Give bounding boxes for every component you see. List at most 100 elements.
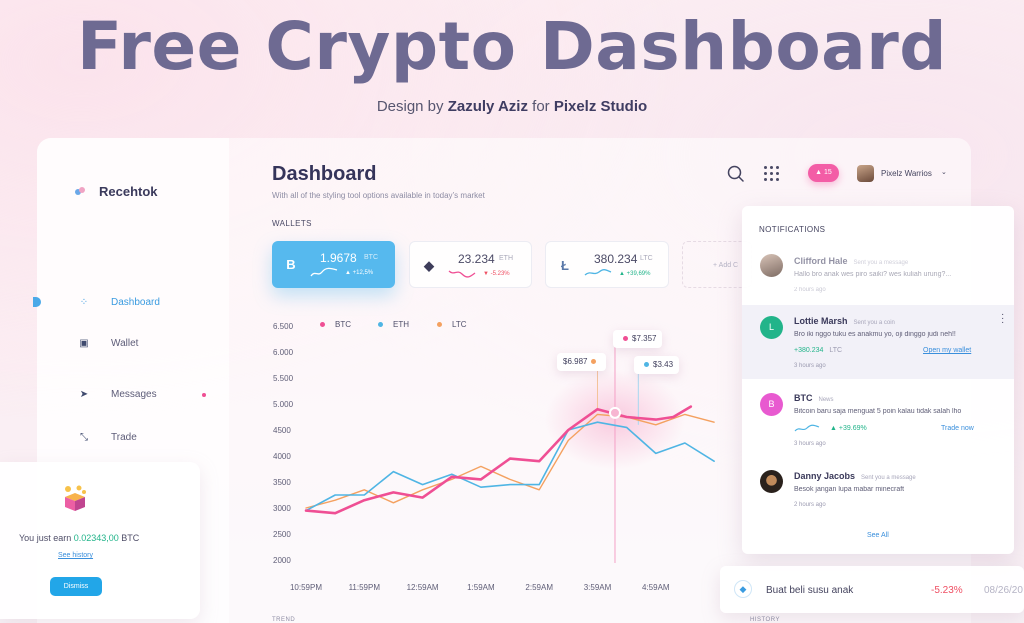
wallet-symbol: LTC bbox=[640, 255, 653, 262]
see-all-link[interactable]: See All bbox=[867, 532, 889, 539]
avatar bbox=[760, 470, 783, 493]
page-title: Dashboard bbox=[272, 163, 377, 185]
earn-message: You just earn 0.02343,00 BTC bbox=[19, 533, 140, 543]
active-indicator bbox=[33, 297, 41, 307]
sidebar-item-label: Messages bbox=[111, 389, 157, 400]
sparkline bbox=[584, 269, 612, 276]
hover-point bbox=[608, 406, 621, 419]
brand-name: Recehtok bbox=[99, 184, 158, 199]
brand-logo[interactable]: Recehtok bbox=[75, 184, 158, 199]
send-icon: ➤ bbox=[79, 388, 89, 400]
transaction-date: 08/26/20 bbox=[984, 585, 1023, 596]
x-tick-label: 3:59AM bbox=[584, 583, 612, 592]
avatar bbox=[760, 254, 783, 277]
legend-label: LTC bbox=[452, 320, 467, 329]
wallet-symbol: ETH bbox=[499, 255, 513, 262]
sparkline bbox=[448, 270, 476, 278]
wallet-change: ▼ -5.23% bbox=[483, 271, 510, 277]
x-tick-label: 1:59AM bbox=[467, 583, 495, 592]
chevron-down-icon[interactable]: ⌄ bbox=[941, 169, 947, 176]
wallet-value: 380.234 bbox=[594, 252, 638, 266]
y-tick-label: 2500 bbox=[273, 530, 291, 539]
notifications-title: NOTIFICATIONS bbox=[759, 225, 826, 234]
sidebar-item-trade[interactable]: ⤡ Trade bbox=[79, 432, 137, 443]
legend-btc[interactable]: BTC bbox=[320, 320, 351, 329]
trade-arrows-icon: ⤡ bbox=[80, 431, 88, 443]
series-line-btc bbox=[304, 405, 693, 515]
wallets-label: WALLETS bbox=[272, 219, 312, 228]
search-icon[interactable] bbox=[727, 165, 744, 182]
add-wallet-label: + Add C bbox=[713, 262, 739, 269]
user-name[interactable]: Pixelz Warrios bbox=[881, 169, 932, 178]
avatar: L bbox=[760, 316, 783, 339]
x-tick-label: 10:59PM bbox=[290, 583, 322, 592]
dashboard-icon: ⁘ bbox=[79, 296, 89, 308]
transaction-change: -5.23% bbox=[931, 585, 963, 596]
sidebar-item-label: Trade bbox=[111, 432, 137, 443]
y-tick-label: 2000 bbox=[273, 556, 291, 565]
dismiss-button[interactable]: Dismiss bbox=[50, 577, 102, 596]
section-heading-history: HISTORY bbox=[750, 617, 780, 623]
legend-swatch bbox=[437, 322, 442, 327]
y-tick-label: 4500 bbox=[273, 426, 291, 435]
y-tick-label: 6.000 bbox=[273, 348, 294, 357]
sidebar-item-messages[interactable]: ➤ Messages bbox=[79, 389, 157, 400]
notifications-panel bbox=[742, 206, 1014, 554]
x-tick-label: 11:59PM bbox=[349, 583, 381, 592]
legend-eth[interactable]: ETH bbox=[378, 320, 409, 329]
sidebar-item-wallet[interactable]: ▣ Wallet bbox=[79, 338, 138, 349]
y-tick-label: 5.000 bbox=[273, 400, 294, 409]
open-wallet-link[interactable]: Open my wallet bbox=[923, 347, 972, 354]
wallet-card-ltc[interactable]: Ł 380.234 LTC ▲ +39,69% bbox=[545, 241, 669, 288]
wallet-symbol: BTC bbox=[364, 254, 378, 261]
legend-swatch bbox=[378, 322, 383, 327]
y-tick-label: 3000 bbox=[273, 504, 291, 513]
gift-box-icon bbox=[65, 485, 86, 511]
wallet-card-btc[interactable]: B 1.9678 BTC ▲ +12,5% bbox=[272, 241, 395, 288]
litecoin-icon: Ł bbox=[561, 258, 569, 273]
price-chart[interactable]: 6.500 6.000 5.500 5.000 4500 4000 3500 3000 2500… bbox=[270, 318, 742, 593]
notification-item-highlighted[interactable] bbox=[742, 305, 1014, 379]
legend-label: BTC bbox=[335, 320, 351, 329]
section-heading-trend: TREND bbox=[272, 617, 296, 623]
logo-icon bbox=[75, 186, 85, 197]
legend-label: ETH bbox=[393, 320, 409, 329]
see-history-link[interactable]: See history bbox=[58, 552, 94, 559]
x-tick-label: 4:59AM bbox=[642, 583, 670, 592]
notification-message: Bro iki nggo tuku es anakmu yo, oji ding… bbox=[794, 331, 956, 338]
series-line-ltc bbox=[305, 413, 715, 509]
legend-swatch bbox=[320, 322, 325, 327]
wallet-change: ▲ +12,5% bbox=[345, 270, 374, 276]
more-vertical-icon[interactable]: · · · bbox=[1001, 309, 1005, 328]
hero-subtitle: Design by Zazuly Aziz for Pixelz Studio bbox=[376, 98, 648, 115]
x-tick-label: 12:59AM bbox=[407, 583, 439, 592]
sparkline bbox=[794, 424, 820, 432]
sidebar-item-label: Wallet bbox=[111, 338, 139, 349]
avatar: B bbox=[760, 393, 783, 416]
tooltip-eth: $3.43 bbox=[634, 356, 680, 374]
transaction-toast[interactable] bbox=[720, 566, 1024, 613]
y-tick-label: 4000 bbox=[273, 452, 291, 461]
series-line-eth bbox=[305, 421, 715, 512]
notification-badge[interactable]: ▲ 15 bbox=[808, 164, 839, 182]
y-tick-label: 6.500 bbox=[273, 322, 294, 331]
bitcoin-icon: B bbox=[286, 257, 296, 272]
notification-time: 3 hours ago bbox=[794, 363, 826, 369]
apps-grid-icon[interactable] bbox=[764, 166, 779, 181]
sparkline bbox=[310, 267, 338, 277]
ethereum-icon: ◆ bbox=[424, 258, 434, 273]
tooltip-ltc: $6.987 bbox=[557, 353, 607, 371]
hero-title: Free Crypto Dashboard bbox=[76, 8, 948, 85]
sidebar-item-dashboard[interactable]: ⁘ Dashboard bbox=[79, 297, 160, 308]
wallet-card-eth[interactable]: ◆ 23.234 ETH ▼ -5.23% bbox=[409, 241, 532, 288]
coin-amount: +380.234 LTC bbox=[794, 347, 843, 354]
legend-ltc[interactable]: LTC bbox=[437, 320, 467, 329]
avatar[interactable] bbox=[857, 165, 874, 182]
x-tick-label: 2:59AM bbox=[525, 583, 553, 592]
wallet-icon: ▣ bbox=[79, 337, 89, 349]
y-tick-label: 3500 bbox=[273, 478, 291, 487]
trade-now-link[interactable]: Trade now bbox=[941, 425, 974, 432]
wallet-value: 23.234 bbox=[458, 252, 495, 266]
wallet-change: ▲ +39,69% bbox=[619, 271, 651, 277]
page-subtitle: With all of the styling tool options ava… bbox=[272, 191, 485, 200]
